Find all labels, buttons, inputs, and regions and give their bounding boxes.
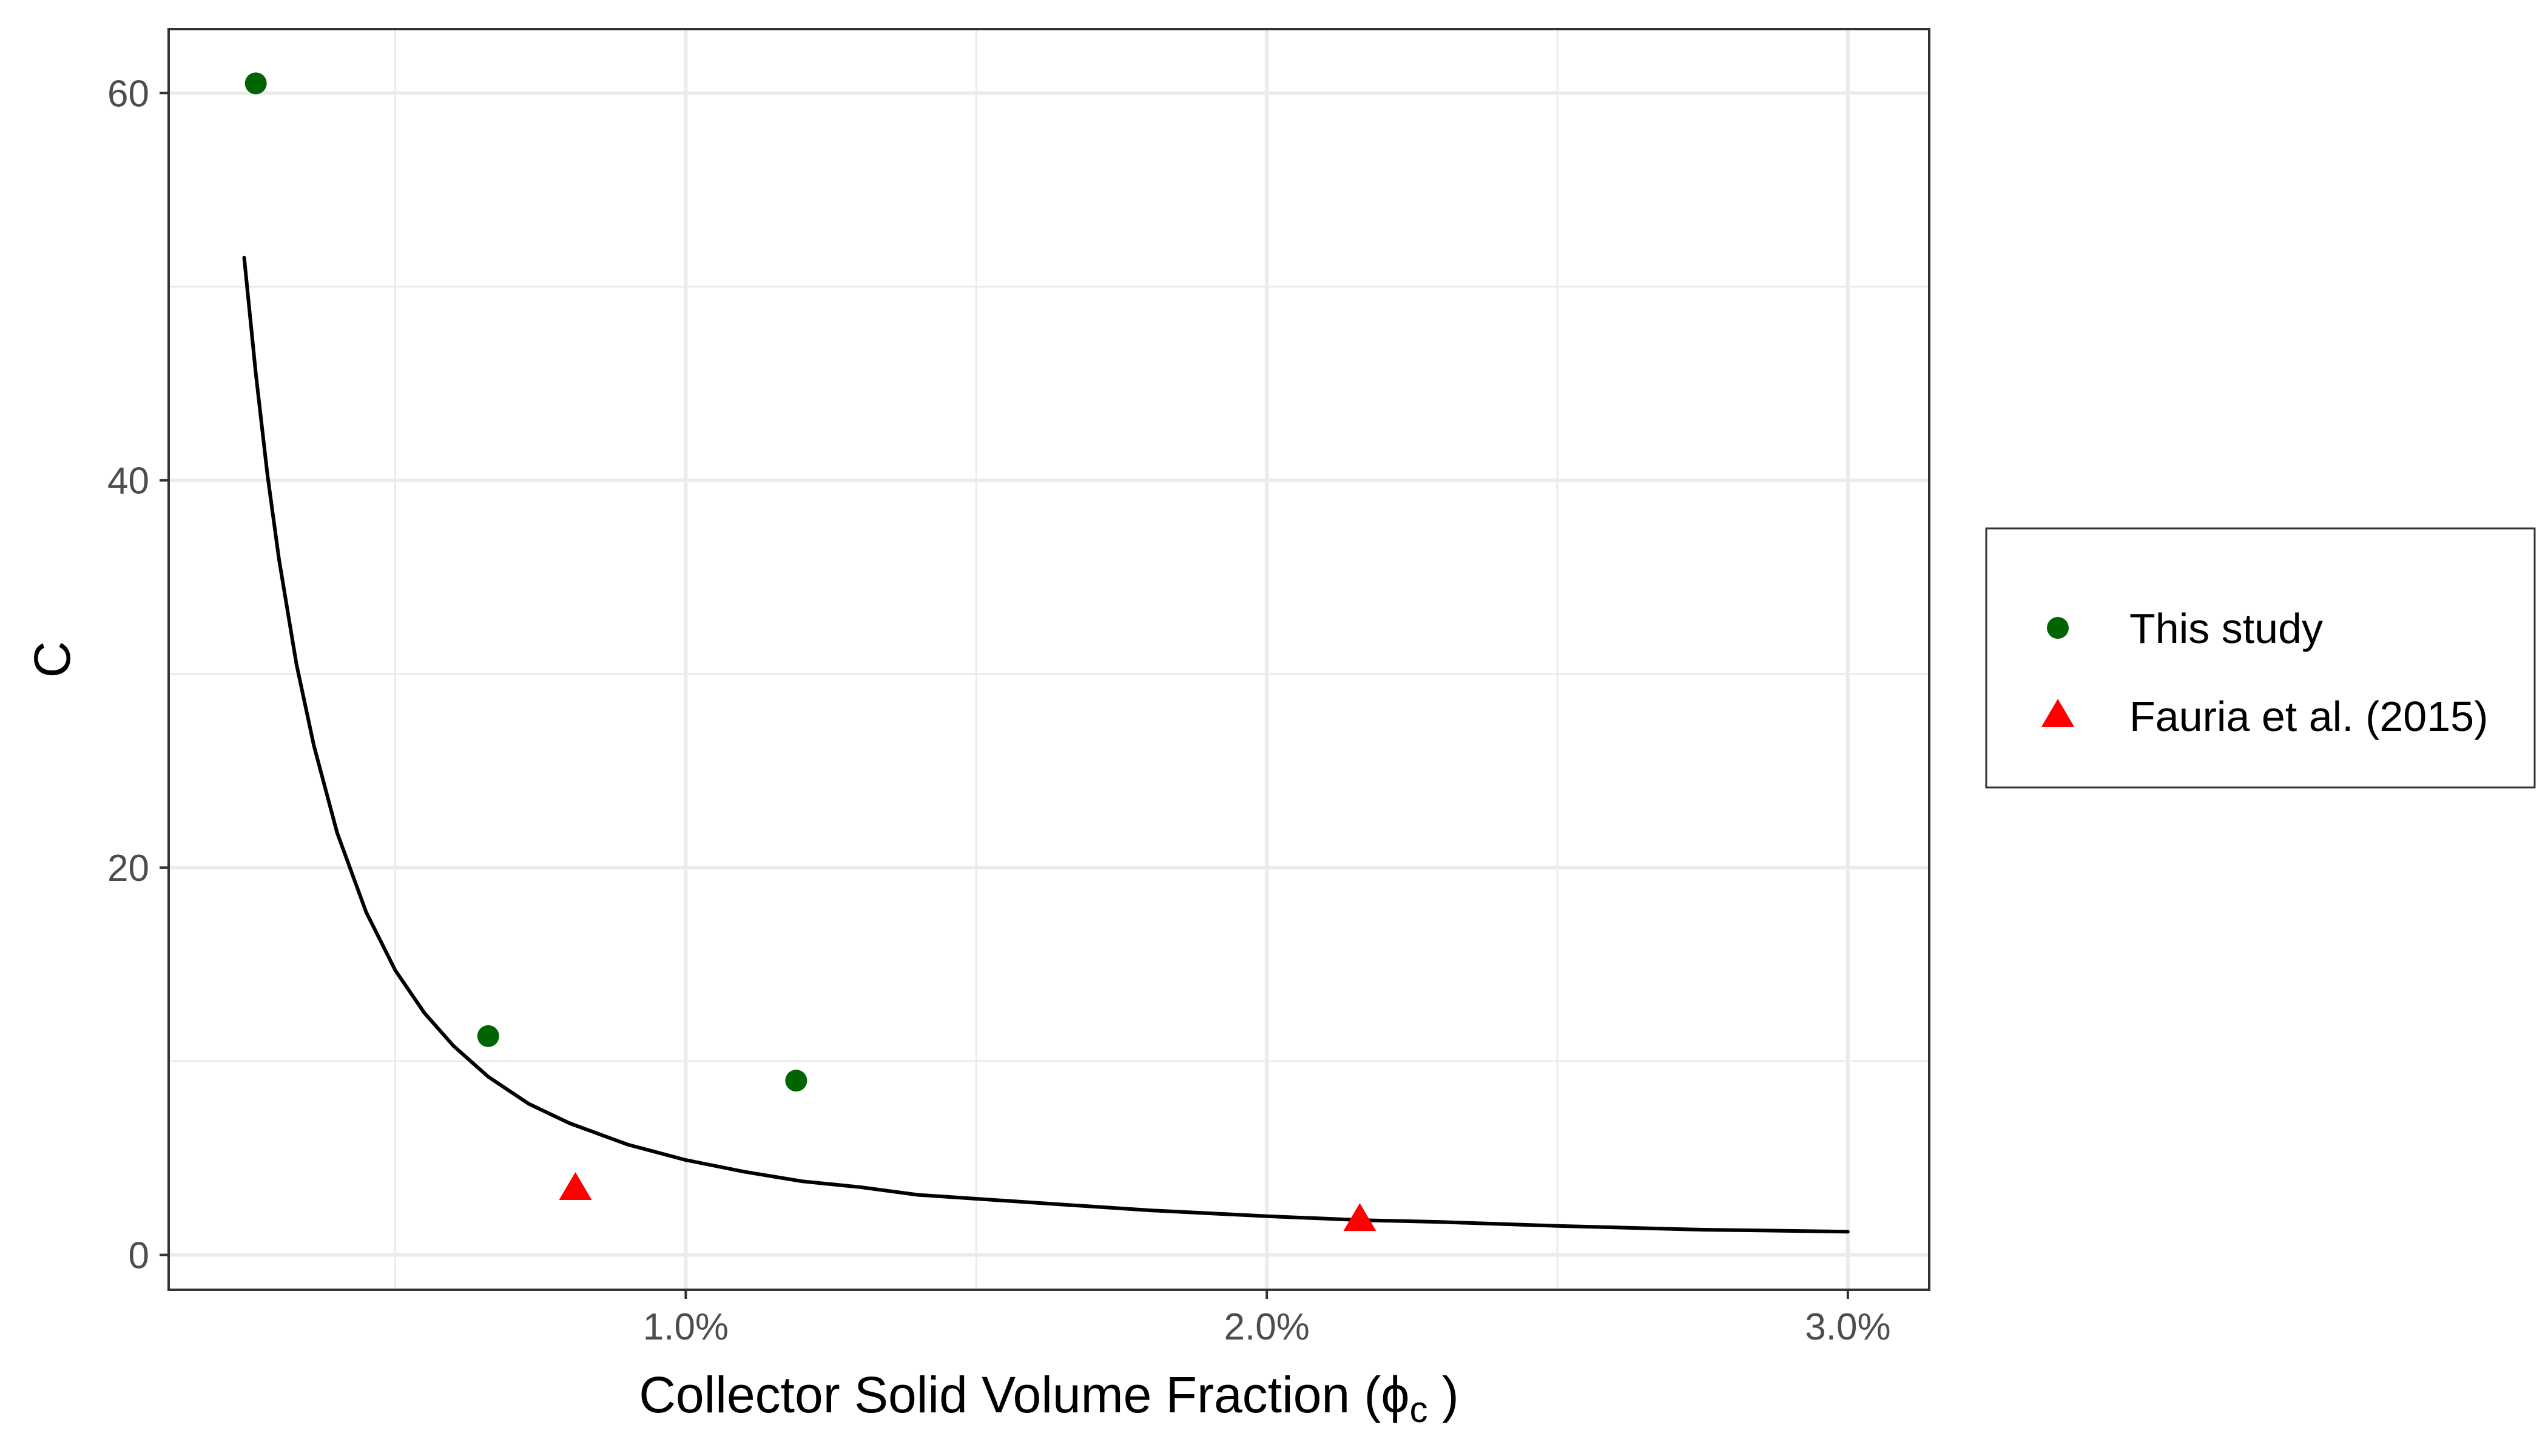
data-points-layer — [244, 72, 1377, 1232]
series-0-point-0 — [244, 72, 267, 95]
x-axis: 1.0% 2.0% 3.0% — [643, 1290, 1891, 1348]
legend-box — [1985, 527, 2536, 789]
legend-key-this-study — [2047, 617, 2069, 639]
y-tick-label-2: 40 — [107, 460, 149, 502]
x-axis-title-close: ) — [1427, 1366, 1458, 1423]
minor-gridlines — [169, 29, 1929, 1290]
y-tick-label-1: 20 — [107, 848, 149, 889]
series-1-point-1 — [1343, 1203, 1377, 1232]
panel-background — [169, 29, 1929, 1290]
series-0-point-2 — [785, 1070, 807, 1092]
x-tick-label-0: 1.0% — [643, 1306, 729, 1348]
series-1-point-0 — [559, 1172, 592, 1201]
legend-label-fauria: Fauria et al. (2015) — [2129, 693, 2488, 740]
plot-panel — [167, 28, 1930, 1291]
y-axis-title: C — [24, 641, 81, 678]
panel-border — [167, 28, 1930, 1291]
major-gridlines — [169, 29, 1929, 1290]
x-axis-title-symbol: ϕ — [1381, 1366, 1409, 1423]
legend-key-fauria — [2041, 699, 2074, 727]
legend: This study Fauria et al. (2015) — [1985, 527, 2536, 789]
series-0-point-1 — [477, 1025, 499, 1047]
legend-label-this-study: This study — [2129, 605, 2323, 652]
x-tick-label-1: 2.0% — [1224, 1306, 1309, 1348]
y-tick-label-3: 60 — [107, 73, 149, 115]
y-tick-label-0: 0 — [129, 1235, 149, 1277]
x-axis-title: Collector Solid Volume Fraction (ϕc ) — [639, 1366, 1459, 1430]
fit-curve-layer — [242, 255, 1850, 1234]
y-axis: 0 20 40 60 — [107, 73, 169, 1277]
x-tick-label-2: 3.0% — [1805, 1306, 1890, 1348]
x-axis-title-subscript: c — [1409, 1389, 1427, 1430]
fit-curve — [242, 255, 1850, 1234]
